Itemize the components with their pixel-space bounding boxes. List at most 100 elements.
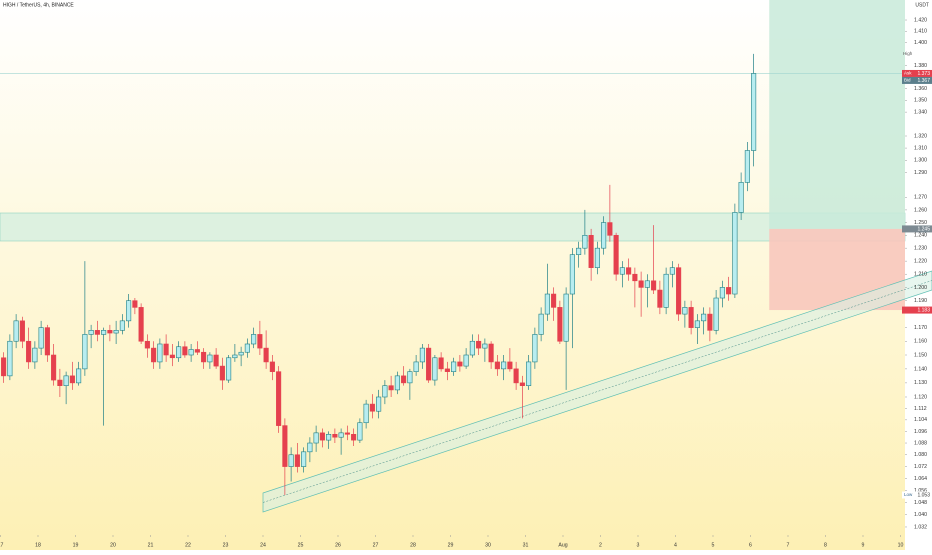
channel-mid [262, 280, 932, 503]
x-tick-label: 21 [148, 542, 154, 548]
candle-body [288, 454, 294, 467]
candle-body [376, 396, 382, 412]
candle-body [669, 267, 675, 275]
candle-body [69, 375, 75, 384]
y-tick-label: 1.260 [914, 207, 927, 213]
y-tick-label: 1.112 [914, 406, 927, 412]
price-label-value: 1.183 [917, 307, 930, 313]
x-tick-label: 24 [260, 542, 266, 548]
candle-body [113, 330, 119, 334]
price-label-box [902, 76, 932, 84]
candle-body [513, 368, 519, 384]
y-tick-label: 1.104 [914, 417, 927, 423]
candle-body [132, 300, 138, 308]
candle-body [101, 330, 107, 335]
candle-body [357, 422, 363, 441]
candle-body [501, 361, 507, 370]
candle-body [332, 434, 338, 438]
candle-body [263, 347, 269, 363]
candle-body [163, 343, 169, 356]
candle-body [438, 357, 444, 370]
x-tick-label: 27 [373, 542, 379, 548]
price-label-box [902, 225, 932, 233]
candle-body [51, 354, 57, 381]
candle-body [626, 267, 632, 275]
candle-body [619, 267, 625, 275]
candle-body [651, 280, 657, 291]
candle-body [682, 307, 688, 315]
candle-body [369, 403, 375, 412]
price-label-box [902, 69, 932, 77]
candle-body [594, 247, 600, 268]
y-tick-label: 1.290 [914, 170, 927, 176]
y-tick-label: 1.170 [914, 325, 927, 331]
candle-body [244, 343, 250, 353]
x-tick-label: 19 [73, 542, 79, 548]
candle-body [676, 267, 682, 315]
candle-body [269, 361, 275, 372]
candle-body [607, 222, 613, 236]
candle-body [38, 327, 44, 349]
x-tick-label: 28 [410, 542, 416, 548]
candle-body [576, 247, 582, 255]
candle-body [519, 382, 525, 386]
candle-body [726, 287, 732, 295]
axis-unit: USDT [915, 2, 929, 8]
x-tick-label: 8 [824, 542, 827, 548]
candle-body [538, 313, 544, 335]
candle-body [301, 451, 307, 467]
candles [1, 53, 757, 495]
high-marker: High [903, 51, 913, 56]
y-tick-label: 1.088 [914, 440, 927, 446]
candle-body [638, 280, 644, 288]
y-tick-label: 1.048 [914, 500, 927, 506]
y-tick-label: 1.360 [914, 86, 927, 92]
candle-body [394, 375, 400, 391]
y-tick-label: 1.240 [914, 233, 927, 239]
candle-body [694, 320, 700, 328]
x-tick-label: 17 [0, 542, 3, 548]
candle-body [144, 340, 150, 349]
price-label-value: 1.367 [917, 78, 930, 84]
y-tick-label: 1.220 [914, 259, 927, 265]
candle-body [138, 307, 144, 342]
candle-body [632, 273, 638, 282]
candle-body [44, 327, 50, 356]
y-tick-label: 1.350 [914, 98, 927, 104]
y-tick-label: 1.140 [914, 366, 927, 372]
x-tick-label: 2 [599, 542, 602, 548]
candle-body [688, 307, 694, 328]
candle-body [157, 343, 163, 363]
candle-body [176, 346, 182, 359]
candle-body [388, 385, 394, 391]
candle-body [557, 307, 563, 342]
y-tick-label: 1.064 [914, 476, 927, 482]
candle-body [469, 340, 475, 356]
candle-body [526, 361, 532, 386]
candle-body [482, 343, 488, 349]
y-tick-label: 1.250 [914, 220, 927, 226]
candle-body [407, 371, 413, 384]
y-tick-label: 1.096 [914, 429, 927, 435]
candle-body [76, 368, 82, 384]
y-tick-label: 1.056 [914, 488, 927, 494]
candle-body [701, 313, 707, 322]
candle-body [251, 334, 257, 345]
candle-body [201, 351, 207, 363]
y-tick-label: 1.210 [914, 272, 927, 278]
y-tick-label: 1.072 [914, 464, 927, 470]
y-tick-label: 1.150 [914, 352, 927, 358]
candle-body [57, 379, 63, 386]
x-tick-label: 3 [637, 542, 640, 548]
candle-body [313, 432, 319, 444]
y-tick-label: 1.300 [914, 158, 927, 164]
y-tick-label: 1.420 [914, 17, 927, 23]
price-label-box [902, 491, 932, 499]
candle-body [294, 454, 300, 467]
candle-body [213, 354, 219, 367]
candle-body [126, 300, 132, 322]
candle-body [194, 349, 200, 353]
candle-body [182, 346, 188, 356]
drawings [0, 0, 932, 513]
candle-body [63, 375, 69, 386]
